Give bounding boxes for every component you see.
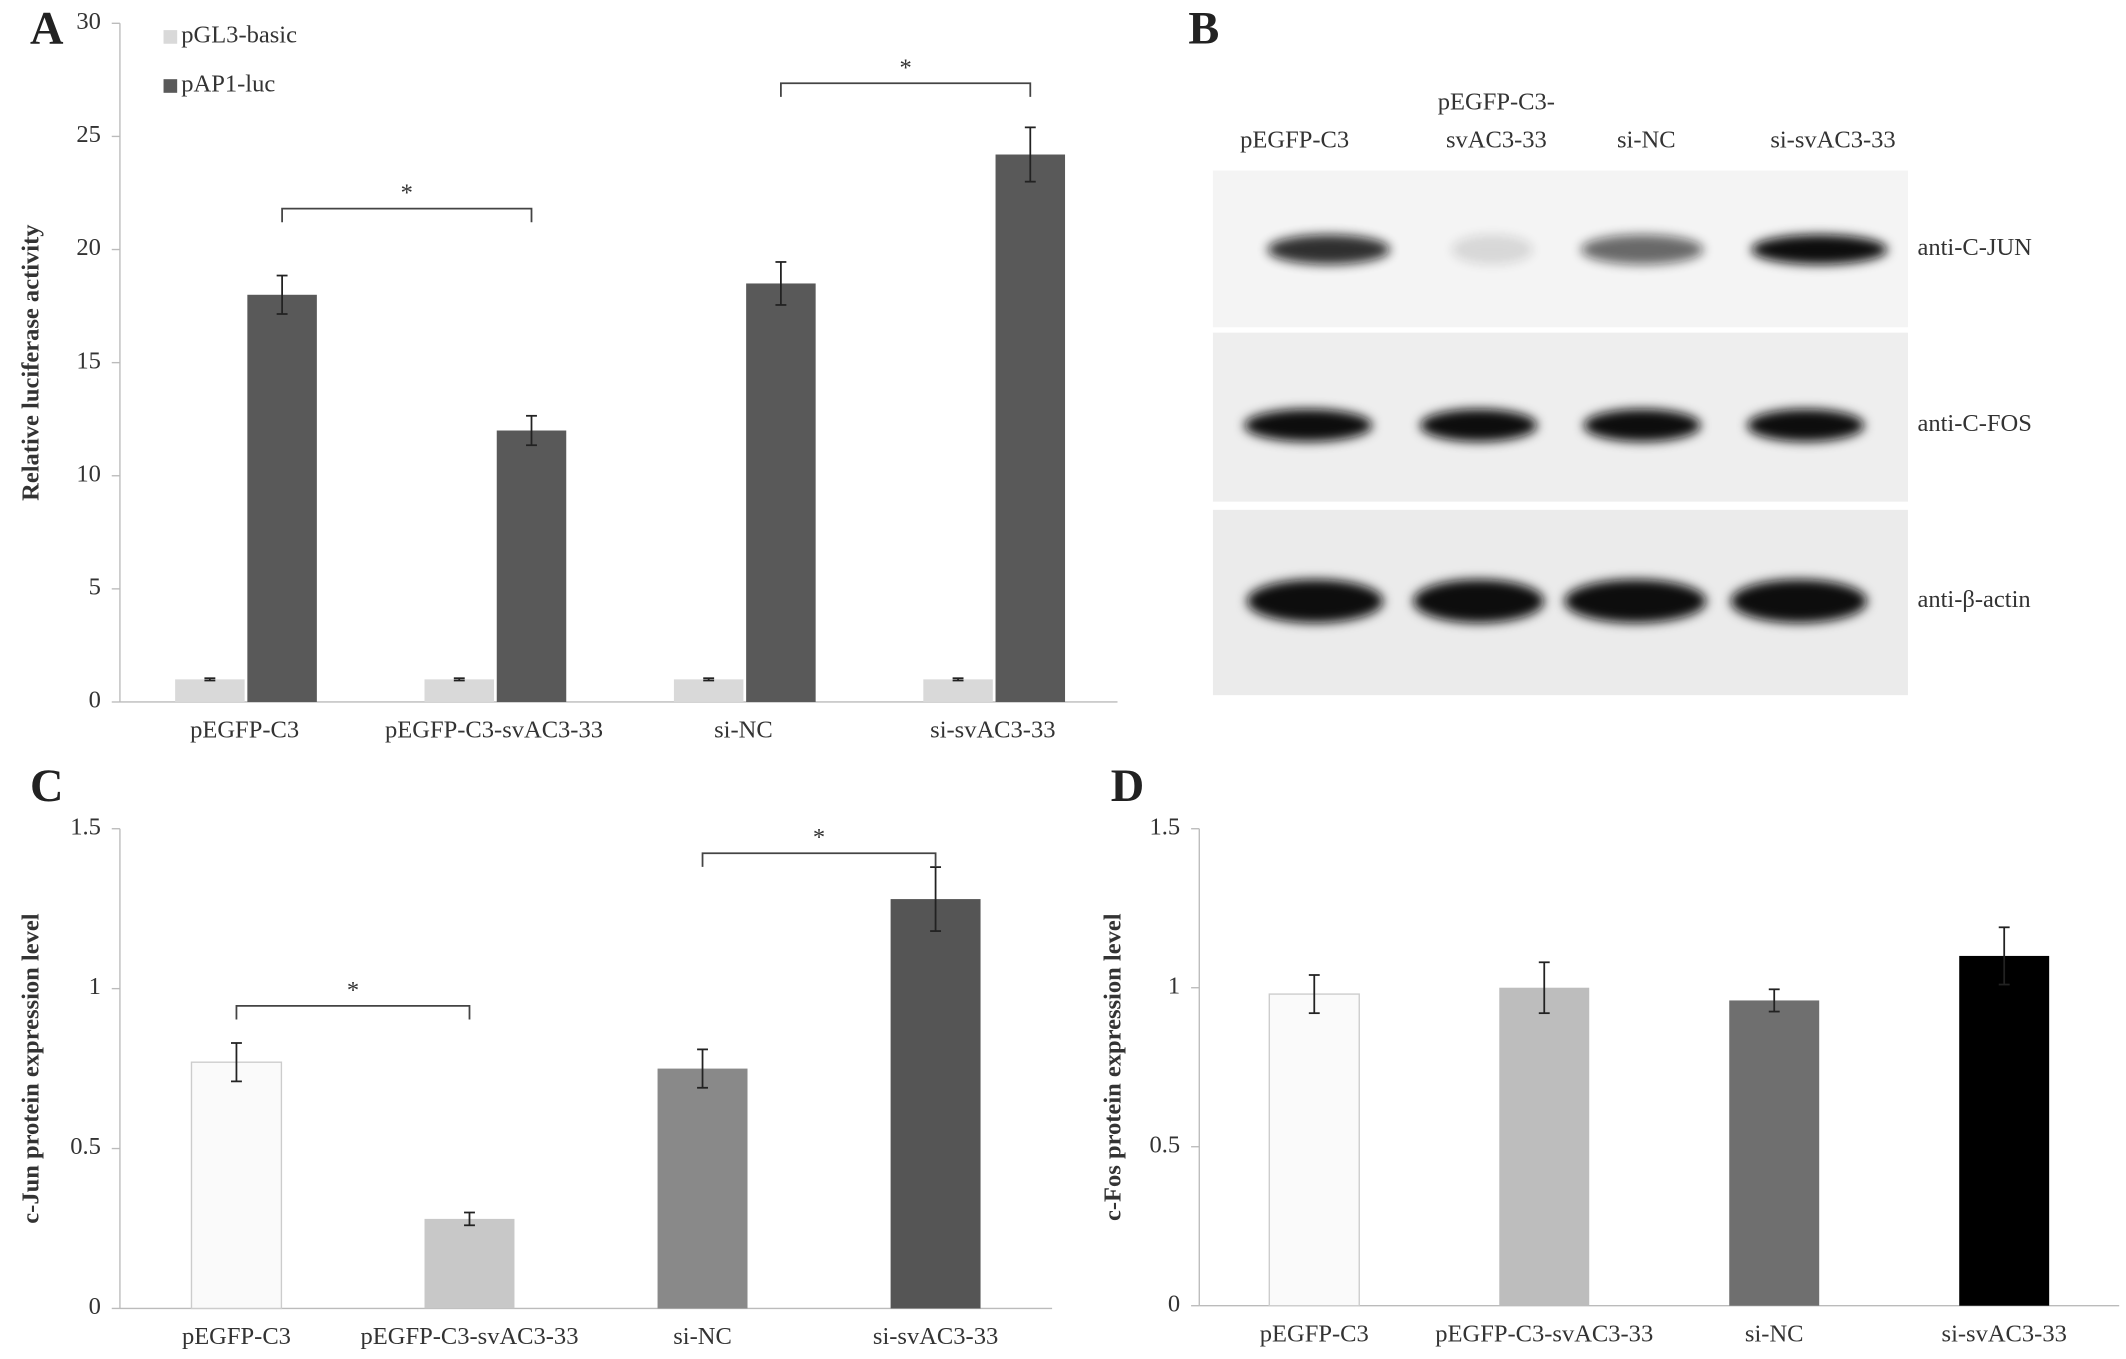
significance-label: * [899, 54, 911, 81]
x-tick-label: pEGFP-C3 [190, 717, 299, 744]
y-tick-label: 0 [89, 687, 101, 714]
x-tick-label: si-NC [673, 1323, 732, 1350]
significance-label: * [813, 824, 825, 851]
blot-band [1413, 579, 1545, 623]
panel-label: B [1188, 3, 1219, 54]
y-tick-label: 0 [1168, 1290, 1180, 1317]
error-bar [1538, 961, 1550, 1015]
error-bar [697, 1048, 708, 1089]
error-bar [526, 414, 537, 447]
panel-label: D [1111, 761, 1144, 812]
blot-band [1267, 234, 1391, 265]
y-tick-label: 0.5 [70, 1133, 101, 1160]
error-bar [952, 677, 964, 682]
bar [890, 899, 981, 1309]
y-axis-label: c-Fos protein expression level [1099, 913, 1126, 1221]
antibody-label: anti-C-FOS [1917, 410, 2031, 437]
blot-band [1583, 408, 1701, 442]
legend-label: pAP1-luc [181, 71, 275, 98]
lane-label: pEGFP-C3- [1438, 88, 1555, 115]
blot-band [1246, 579, 1384, 623]
error-bar [204, 677, 216, 682]
bar [995, 154, 1066, 702]
blot-band [1244, 408, 1373, 442]
error-bar [1308, 974, 1320, 1015]
bar [923, 679, 993, 702]
lane-label: svAC3-33 [1446, 126, 1547, 153]
y-tick-label: 30 [76, 8, 101, 35]
y-tick-label: 1 [1168, 972, 1180, 999]
blot-band [1420, 408, 1538, 442]
x-tick-label: pEGFP-C3 [1260, 1320, 1369, 1347]
x-tick-label: si-svAC3-33 [930, 717, 1055, 744]
significance-bracket [281, 207, 533, 223]
lane-label: pEGFP-C3 [1240, 126, 1349, 153]
error-bar [1768, 988, 1780, 1013]
y-tick-label: 5 [89, 573, 101, 600]
bar [247, 294, 317, 702]
error-bar [1024, 126, 1036, 183]
error-bar [775, 261, 787, 306]
bar [424, 1218, 515, 1309]
bar [673, 679, 744, 702]
y-tick-label: 0.5 [1150, 1131, 1181, 1158]
blot-band [1451, 234, 1534, 265]
y-axis-label: c-Jun protein expression level [17, 913, 44, 1223]
bar [496, 430, 567, 702]
y-axis-label: Relative luciferase activity [17, 224, 44, 501]
blot-band [1751, 234, 1888, 265]
panel-label: C [30, 761, 63, 812]
antibody-label: anti-C-JUN [1917, 234, 2032, 261]
x-tick-label: pEGFP-C3 [182, 1323, 291, 1350]
significance-label: * [401, 180, 413, 207]
significance-bracket [780, 82, 1032, 97]
legend-swatch [163, 30, 178, 44]
x-tick-label: si-NC [714, 717, 773, 744]
y-tick-label: 0 [89, 1293, 101, 1320]
x-tick-label: pEGFP-C3-svAC3-33 [361, 1323, 579, 1350]
y-tick-label: 15 [76, 347, 101, 374]
error-bar [464, 1211, 475, 1227]
bar [746, 283, 816, 702]
x-tick-label: si-svAC3-33 [873, 1323, 998, 1350]
y-tick-label: 1.5 [1150, 813, 1181, 840]
blot-band [1747, 408, 1865, 442]
error-bar [453, 677, 465, 682]
legend-swatch [163, 79, 178, 93]
bar [1499, 987, 1590, 1306]
y-tick-label: 10 [76, 460, 101, 487]
x-tick-label: si-NC [1745, 1320, 1804, 1347]
x-tick-label: si-svAC3-33 [1942, 1320, 2067, 1347]
x-tick-label: pEGFP-C3-svAC3-33 [1435, 1320, 1653, 1347]
bar [1268, 993, 1360, 1307]
bar [424, 679, 495, 702]
significance-label: * [347, 977, 359, 1004]
y-tick-label: 25 [76, 121, 101, 148]
bar [1729, 1000, 1820, 1306]
error-bar [703, 677, 715, 682]
y-tick-label: 20 [76, 234, 101, 261]
y-tick-label: 1.5 [70, 813, 101, 840]
blot-band [1580, 234, 1704, 265]
bar [1959, 955, 2050, 1306]
lane-label: si-svAC3-33 [1770, 126, 1895, 153]
panel-label: A [30, 3, 64, 54]
error-bar [930, 866, 942, 932]
antibody-label: anti-β-actin [1917, 586, 2030, 613]
bar [657, 1068, 748, 1309]
lane-label: si-NC [1617, 126, 1676, 153]
blot-band [1564, 579, 1707, 623]
error-bar [230, 1042, 242, 1083]
y-tick-label: 1 [89, 973, 101, 1000]
error-bar [1998, 926, 2010, 986]
significance-bracket [701, 852, 937, 867]
legend-label: pGL3-basic [181, 22, 297, 49]
bar [175, 679, 245, 702]
error-bar [276, 274, 288, 315]
bar [190, 1061, 283, 1310]
significance-bracket [235, 1005, 471, 1020]
blot-band [1730, 579, 1868, 623]
x-tick-label: pEGFP-C3-svAC3-33 [385, 717, 603, 744]
